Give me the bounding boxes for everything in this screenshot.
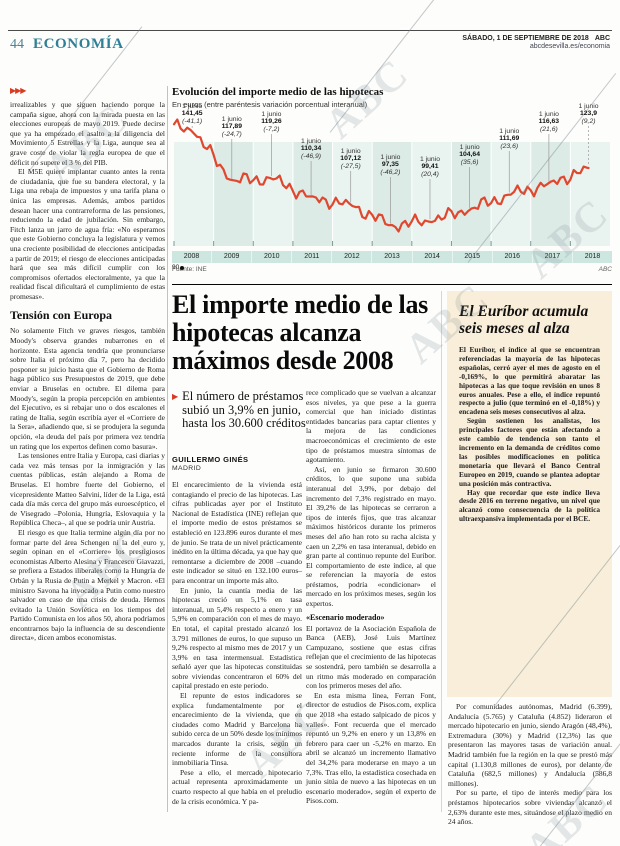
left-news-column: irrealizables y que siguen haciendo porq… [10, 100, 165, 643]
axis-year-label: 2018 [571, 251, 612, 263]
x-axis-years: 2008 2009 2010 2011 2012 2013 2014 2015 2016 2017… [172, 251, 612, 263]
chart-plot-area: 90 [172, 116, 612, 271]
paragraph: Pese a ello, el mercado hipotecario actu… [172, 767, 302, 806]
chart-title: Evolución del importe medio de las hipot… [172, 86, 384, 98]
chart-line-svg [172, 118, 610, 246]
date-text: SÁBADO, 1 DE SEPTIEMBRE DE 2018 [462, 35, 589, 42]
article-top-rule [172, 284, 612, 285]
axis-year-label: 2012 [331, 251, 371, 263]
chart-point-label: 1 junio 99,41 (20,4) [419, 156, 440, 178]
axis-year-label: 2009 [211, 251, 251, 263]
paragraph: El M5E quiere implantar cuanto antes la … [10, 167, 165, 301]
chart-source: Fuente: INE [172, 266, 207, 273]
paragraph: Por su parte, el tipo de interés medio p… [448, 788, 612, 827]
paragraph: El portavoz de la Asociación Española de… [306, 623, 436, 691]
axis-year-label: 2013 [371, 251, 411, 263]
article-byline: GUILLERMO GINÉS MADRID [172, 455, 248, 472]
paragraph: rece complicado que se vuelvan a alcanza… [306, 388, 436, 465]
site-url: abcdesevilla.es/economia [529, 43, 610, 50]
chart-credit: ABC [598, 266, 612, 273]
paragraph: El repunte de estos indicadores se expli… [172, 691, 302, 768]
chart-point-label: 1 junio 107,12 (-27,5) [340, 148, 362, 170]
baseline-label: 90 [172, 264, 180, 271]
chart-point-label: 1 junio 110,34 (-46,9) [300, 138, 322, 160]
article-column-1: El encarecimiento de la vivienda está co… [172, 480, 302, 806]
chart-footer: Fuente: INE ABC [172, 266, 612, 273]
chart-point-label: 1 junio 141,45 (-41,1) [181, 103, 203, 125]
header-rule [8, 30, 612, 31]
continuation-arrows-icon: ▶▶▶ [10, 86, 27, 95]
paragraph: No solamente Fitch ve graves riesgos, ta… [10, 326, 165, 451]
left-column-subhead: Tensión con Europa [10, 308, 113, 323]
column-2-bottom: El portavoz de la Asociación Española de… [306, 624, 436, 806]
paragraph: El encarecimiento de la vivienda está co… [172, 480, 302, 585]
paragraph: Así, en junio se firmaron 30.600 crédito… [306, 464, 436, 609]
chart-point-label: 1 junio 104,64 (35,6) [459, 144, 480, 166]
sidebar-body: El Euríbor, el índice al que se encuentr… [459, 345, 600, 524]
date-line: SÁBADO, 1 DE SEPTIEMBRE DE 2018 ABC [462, 35, 610, 42]
brand-abc: ABC [594, 35, 610, 42]
column-2-top: rece complicado que se vuelvan a alcanza… [306, 388, 436, 609]
axis-year-label: 2011 [291, 251, 331, 263]
chart-point-label: 1 junio 97,35 (-46,2) [380, 154, 401, 176]
axis-year-label: 2016 [491, 251, 532, 263]
paragraph: En junio, la cuantía media de las hipote… [172, 585, 302, 691]
standfirst-text: El número de préstamos subió un 3,9% en … [182, 389, 306, 430]
column-divider [441, 291, 442, 812]
sidebar-title: El Euríbor acumula seis meses al alza [459, 303, 589, 337]
column-divider [167, 86, 168, 812]
article-column-3: Por comunidades autónomas, Madrid (6.399… [448, 702, 612, 827]
chart-point-label: 1 junio 117,89 (-24,7) [221, 116, 242, 138]
page-number: 44 [10, 37, 24, 52]
left-column-top: irrealizables y que siguen haciendo porq… [10, 100, 165, 301]
paragraph: irrealizables y que siguen haciendo porq… [10, 100, 165, 167]
y-axis-baseline: 90 [172, 264, 185, 271]
paragraph: Hay que recordar que este índice lleva d… [459, 487, 600, 524]
section-title: ECONOMÍA [33, 36, 124, 52]
paragraph: Por comunidades autónomas, Madrid (6.399… [448, 702, 612, 788]
byline-city: MADRID [172, 465, 202, 472]
header-left: 44 ECONOMÍA [10, 36, 124, 53]
column-2-subhead: «Escenario moderado» [306, 612, 385, 622]
left-column-bottom: No solamente Fitch ve graves riesgos, ta… [10, 326, 165, 643]
paragraph: En esta misma línea, Ferran Font, direct… [306, 690, 436, 806]
chart-point-label: 1 junio 119,26 (-7,2) [261, 111, 282, 133]
axis-year-label: 2015 [451, 251, 492, 263]
paragraph: Según sostienen los analistas, los princ… [459, 416, 600, 488]
article-standfirst: ▶ El número de préstamos subió un 3,9% e… [172, 389, 322, 431]
article-headline: El importe medio de las hipotecas alcanz… [172, 290, 428, 375]
mortgage-chart: Evolución del importe medio de las hipot… [172, 86, 612, 278]
article-column-2: rece complicado que se vuelvan a alcanza… [306, 388, 436, 806]
paragraph: Las tensiones entre Italia y Europa, cas… [10, 451, 165, 528]
axis-year-label: 2008 [183, 253, 200, 260]
paragraph: El riesgo es que Italia termine algún dí… [10, 527, 165, 643]
chart-subtitle: En euros (entre paréntesis variación por… [172, 100, 368, 109]
byline-author: GUILLERMO GINÉS [172, 455, 249, 464]
paragraph: El Euríbor, el índice al que se encuentr… [459, 345, 600, 417]
axis-year-label: 2017 [531, 251, 572, 263]
chart-point-label: 1 junio 123,9 (9,2) [578, 103, 599, 125]
axis-year-label: 2010 [251, 251, 291, 263]
chart-point-label: 1 junio 116,63 (21,6) [538, 111, 560, 133]
baseline-dot-icon [180, 265, 185, 270]
chart-point-label: 1 junio 111,69 (23,6) [499, 128, 520, 150]
bullet-triangle-icon: ▶ [172, 392, 179, 401]
axis-year-label: 2014 [411, 251, 452, 263]
header-right: SÁBADO, 1 DE SEPTIEMBRE DE 2018 ABC abcde… [462, 35, 610, 50]
euribor-sidebar: El Euríbor acumula seis meses al alza El… [447, 291, 612, 697]
